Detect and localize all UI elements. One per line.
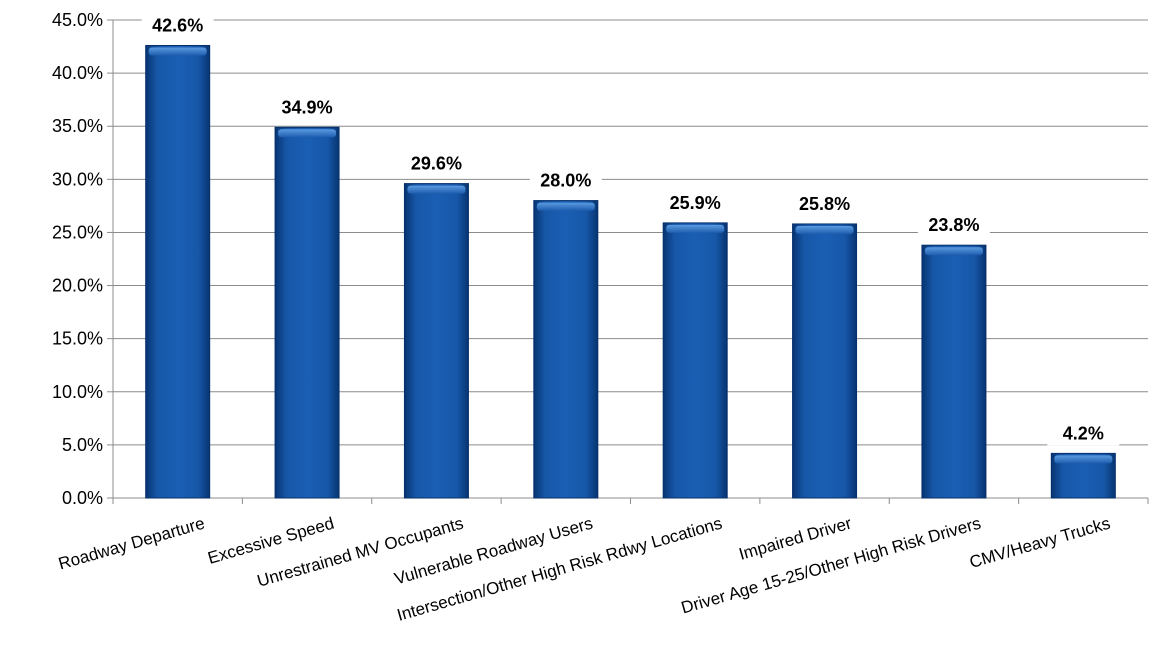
data-label: 23.8% [928,215,979,235]
bar [145,44,211,499]
data-label-background [271,95,344,120]
bar-highlight [536,202,595,211]
category-label: CMV/Heavy Trucks [967,514,1112,572]
data-label: 29.6% [411,154,462,174]
bar-highlight [148,47,207,56]
bar [662,222,728,499]
bar-body [921,244,987,499]
y-tick-label: 30.0% [52,169,103,189]
bar [274,126,340,499]
bar-body [145,44,211,499]
data-label: 34.9% [282,97,333,117]
category-label: Roadway Departure [56,514,207,574]
y-tick-label: 45.0% [52,10,103,30]
y-tick-label: 0.0% [62,488,103,508]
category-label: Unrestrained MV Occupants [255,514,466,591]
data-label-background [788,191,861,216]
bar [403,183,469,499]
y-tick-label: 40.0% [52,63,103,83]
bar-body [274,126,340,499]
bars [145,44,1116,499]
data-label-background [659,190,732,215]
data-label-background [917,213,990,238]
bar [921,244,987,499]
bar-body [403,183,469,499]
bar [1050,452,1116,499]
data-label: 42.6% [152,15,203,35]
y-tick-label: 35.0% [52,116,103,136]
data-label-background [141,13,214,38]
bar-highlight [795,225,854,234]
bar [533,200,599,499]
y-tick-label: 10.0% [52,382,103,402]
y-tick-label: 20.0% [52,276,103,296]
bar-highlight [666,224,725,233]
data-label-background [529,168,602,193]
bar-highlight [407,185,466,194]
data-label: 28.0% [540,171,591,191]
bar-body [792,223,858,499]
y-tick-label: 5.0% [62,435,103,455]
bar [792,223,858,499]
y-tick-label: 25.0% [52,222,103,242]
bar-body [662,222,728,499]
data-label-background [400,151,473,176]
bar-highlight [278,129,337,138]
data-label: 4.2% [1063,423,1104,443]
data-labels: 42.6% 34.9% 29.6% 28.0% 25.9% 25.8% 23.8% 4.2% [141,13,1120,446]
data-label: 25.9% [670,193,721,213]
bar-highlight [1054,455,1113,464]
y-tick-label: 15.0% [52,329,103,349]
bar-body [533,200,599,499]
y-axis-ticks: 0.0% 5.0% 10.0% 15.0% 20.0% 25.0% 30.0% 35.0% 40… [52,10,103,508]
bar-highlight [924,247,983,256]
data-label: 25.8% [799,194,850,214]
gridlines [107,19,1149,504]
data-label-background [1047,421,1120,446]
